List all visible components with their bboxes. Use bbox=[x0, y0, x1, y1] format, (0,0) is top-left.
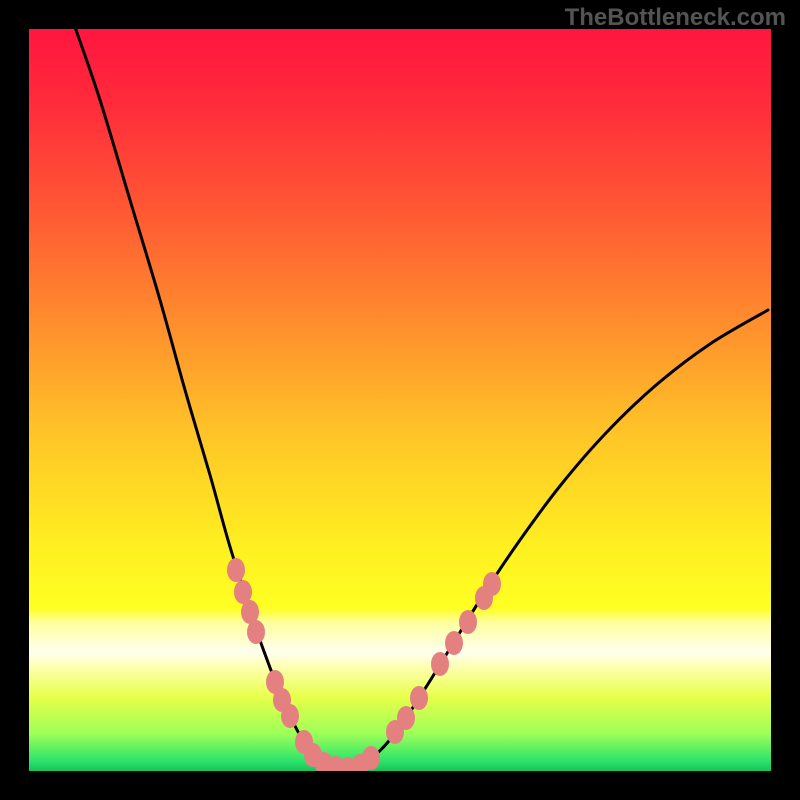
data-dot bbox=[397, 706, 415, 730]
data-dot bbox=[247, 620, 265, 644]
data-dot bbox=[459, 610, 477, 634]
data-dot bbox=[362, 746, 380, 770]
bottleneck-chart bbox=[0, 0, 800, 800]
data-dot bbox=[445, 631, 463, 655]
data-dot bbox=[227, 558, 245, 582]
data-dot bbox=[410, 686, 428, 710]
data-dot bbox=[431, 652, 449, 676]
watermark-text: TheBottleneck.com bbox=[565, 4, 786, 32]
gradient-plot-area bbox=[29, 29, 771, 771]
data-dot bbox=[281, 704, 299, 728]
data-dot bbox=[483, 572, 501, 596]
